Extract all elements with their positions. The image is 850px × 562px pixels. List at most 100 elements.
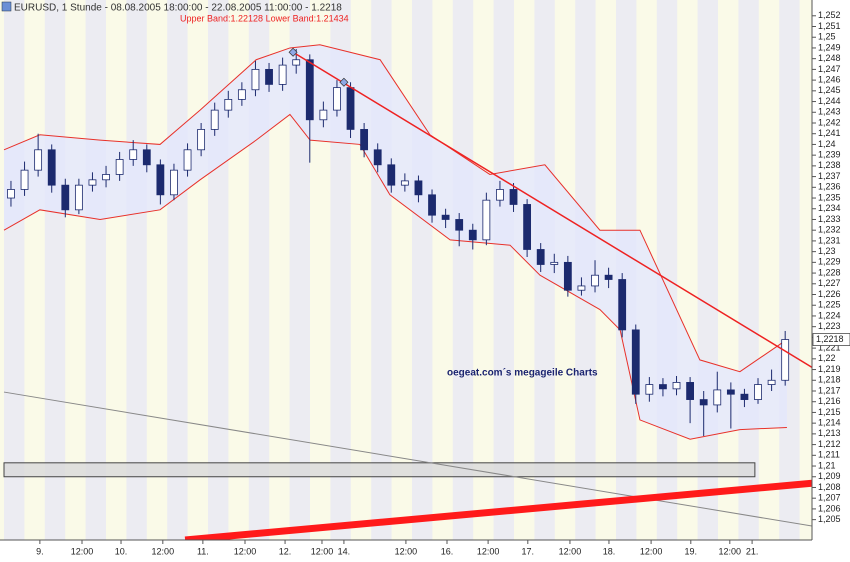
- x-tick-label: 12:00: [719, 546, 742, 556]
- candle-body: [305, 59, 314, 121]
- candle-body: [496, 189, 504, 201]
- candle-body: [468, 229, 477, 241]
- x-tick-label: 12:00: [640, 546, 663, 556]
- y-tick-label: 1,216: [818, 396, 841, 406]
- candle-body: [224, 99, 233, 111]
- plot-background: [0, 0, 812, 540]
- x-tick-label: 12:00: [234, 546, 257, 556]
- candle-body: [400, 180, 409, 186]
- y-tick-label: 1,209: [818, 471, 841, 481]
- chart-title: EURUSD, 1 Stunde - 08.08.2005 18:00:00 -…: [14, 3, 342, 14]
- y-axis-area: [812, 0, 850, 562]
- candle-body: [237, 89, 246, 100]
- y-tick-label: 1,225: [818, 300, 841, 310]
- candle-body: [333, 87, 341, 111]
- candle-body: [563, 261, 572, 291]
- y-tick-label: 1,246: [818, 74, 841, 84]
- candle-body: [740, 393, 749, 400]
- x-tick-label: 12:00: [477, 546, 500, 556]
- candle-body: [34, 149, 43, 171]
- x-tick-label: 19.: [685, 546, 698, 556]
- candle-body: [577, 285, 586, 291]
- y-tick-label: 1,22: [818, 353, 836, 363]
- y-tick-label: 1,237: [818, 171, 841, 181]
- candle-body: [713, 389, 722, 406]
- y-tick-label: 1,206: [818, 503, 841, 513]
- x-tick-label: 12.: [279, 546, 292, 556]
- candle-body: [781, 339, 790, 381]
- y-tick-label: 1,252: [818, 10, 841, 20]
- candle-body: [373, 149, 382, 166]
- trendline: [184, 479, 812, 540]
- candle-body: [115, 159, 124, 175]
- candle-body: [482, 199, 491, 241]
- y-tick-label: 1,247: [818, 64, 841, 74]
- candle-body: [197, 129, 206, 151]
- y-tick-label: 1,219: [818, 364, 841, 374]
- candle-body: [129, 149, 138, 160]
- candle-body: [754, 384, 762, 400]
- x-tick-label: 12:00: [559, 546, 582, 556]
- x-tick-label: 17.: [522, 546, 535, 556]
- y-tick-label: 1,228: [818, 267, 841, 277]
- y-tick-label: 1,208: [818, 482, 841, 492]
- last-price-box: [812, 333, 850, 346]
- y-tick-label: 1,241: [818, 128, 841, 138]
- y-tick-label: 1,227: [818, 278, 841, 288]
- candle-body: [536, 249, 545, 265]
- y-tick-label: 1,232: [818, 225, 841, 235]
- bollinger-band: [3, 44, 788, 373]
- candle-body: [170, 169, 178, 196]
- y-tick-label: 1,238: [818, 160, 841, 170]
- y-tick-label: 1,23: [818, 246, 836, 256]
- candle-body: [726, 389, 735, 395]
- candle-body: [292, 59, 301, 66]
- x-tick-label: 18.: [603, 546, 616, 556]
- candle-body: [74, 184, 83, 211]
- x-tick-label: 11.: [197, 546, 209, 556]
- candle-body: [251, 68, 260, 91]
- chart-subtitle: Upper Band:1.22128 Lower Band:1.21434: [180, 13, 349, 23]
- trendline: [3, 391, 812, 527]
- candle-body: [88, 179, 97, 186]
- candle-body: [102, 174, 110, 181]
- candle-body: [523, 204, 532, 250]
- candle-body: [20, 169, 29, 190]
- y-tick-label: 1,224: [818, 310, 841, 320]
- y-tick-label: 1,233: [818, 214, 841, 224]
- candle-body: [428, 194, 436, 216]
- candle-body: [767, 379, 776, 385]
- y-tick-label: 1,239: [818, 150, 841, 160]
- y-tick-label: 1,217: [818, 385, 841, 395]
- x-tick-label: 16.: [441, 546, 454, 556]
- candle-body: [47, 149, 56, 186]
- y-tick-label: 1,218: [818, 375, 841, 385]
- y-tick-label: 1,226: [818, 289, 841, 299]
- candle-body: [686, 382, 695, 400]
- plot-area: [3, 44, 812, 540]
- y-tick-label: 1,243: [818, 107, 841, 117]
- candle-body: [441, 214, 450, 220]
- candle-body: [699, 399, 708, 406]
- y-tick-label: 1,211: [818, 450, 840, 460]
- x-tick-label: 21.: [746, 546, 759, 556]
- y-tick-label: 1,207: [818, 493, 841, 503]
- trend-marker: [288, 47, 298, 57]
- candle-body: [61, 184, 70, 211]
- candle-body: [631, 329, 640, 395]
- y-tick-label: 1,248: [818, 53, 841, 63]
- y-tick-label: 1,221: [818, 342, 841, 352]
- candle-body: [346, 87, 355, 130]
- y-tick-label: 1,244: [818, 96, 841, 106]
- candle-body: [455, 219, 464, 231]
- y-tick-label: 1,242: [818, 117, 841, 127]
- candle-body: [618, 279, 627, 331]
- symbol-icon: [1, 1, 12, 12]
- zone: [3, 462, 756, 478]
- y-tick-label: 1,234: [818, 203, 841, 213]
- x-tick-label: 12:00: [152, 546, 175, 556]
- y-tick-label: 1,235: [818, 192, 841, 202]
- y-tick-label: 1,251: [818, 21, 841, 31]
- x-tick-label: 10.: [115, 546, 128, 556]
- y-tick-label: 1,25: [818, 32, 836, 42]
